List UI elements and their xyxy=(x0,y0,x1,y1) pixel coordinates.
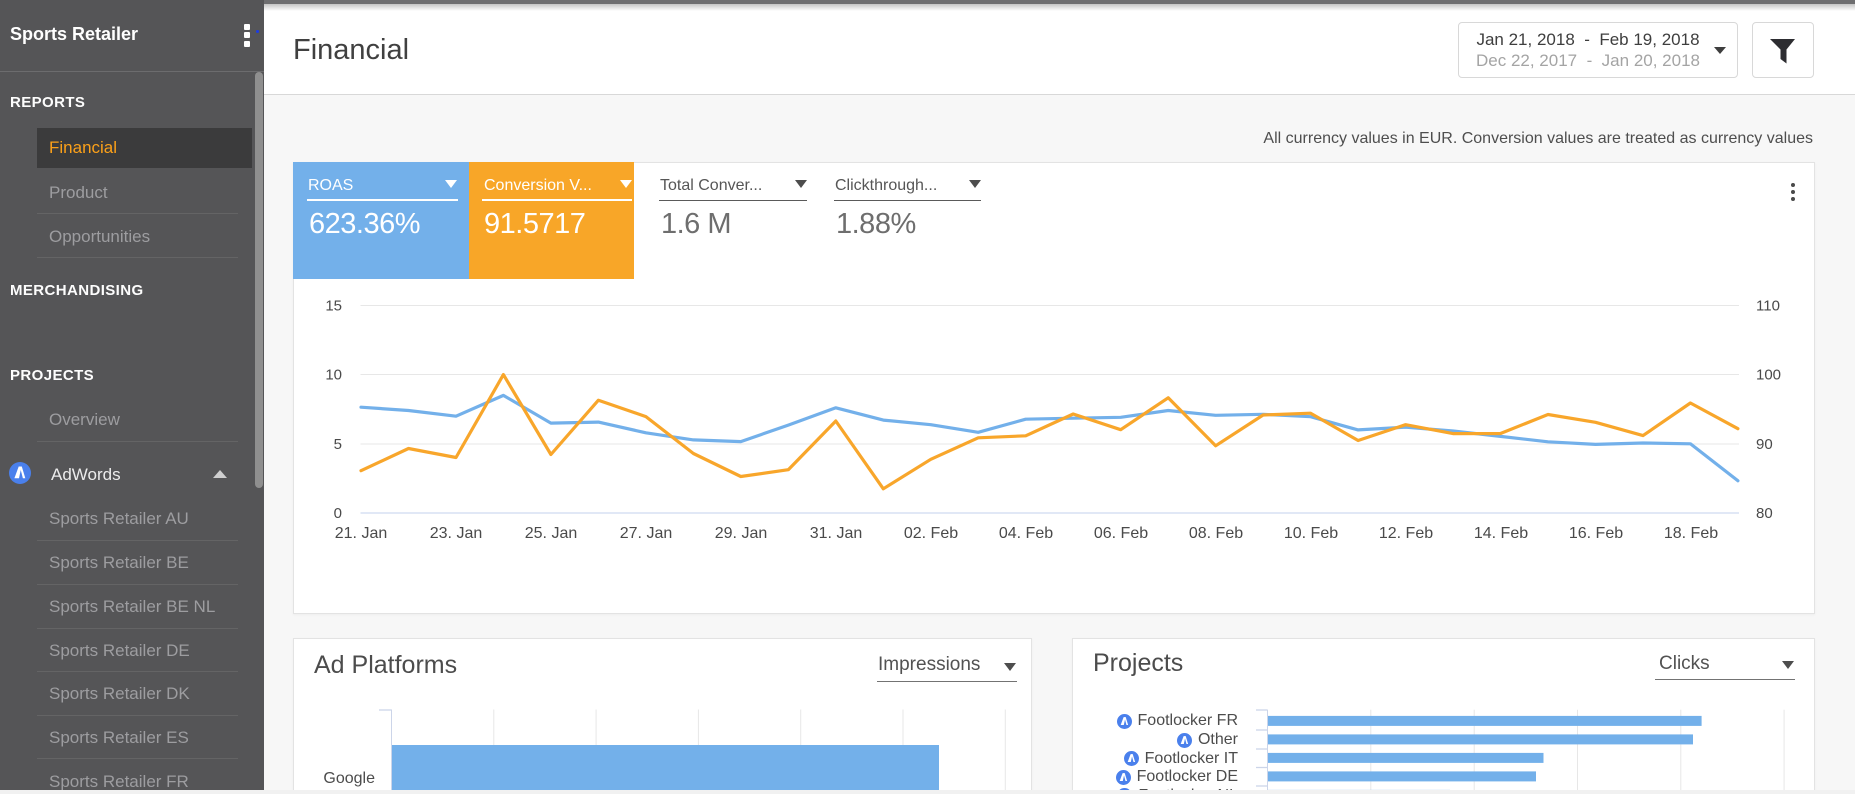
svg-text:18. Feb: 18. Feb xyxy=(1664,525,1718,542)
svg-text:02. Feb: 02. Feb xyxy=(904,525,958,542)
svg-text:29. Jan: 29. Jan xyxy=(715,525,767,542)
svg-text:100: 100 xyxy=(1756,367,1781,384)
svg-text:06. Feb: 06. Feb xyxy=(1094,525,1148,542)
svg-text:110: 110 xyxy=(1756,298,1780,315)
svg-text:0: 0 xyxy=(334,505,342,522)
svg-text:80: 80 xyxy=(1756,505,1773,522)
svg-text:16. Feb: 16. Feb xyxy=(1569,525,1623,542)
svg-text:10: 10 xyxy=(325,367,342,384)
svg-text:Google: Google xyxy=(323,770,375,787)
svg-text:08. Feb: 08. Feb xyxy=(1189,525,1243,542)
svg-text:14. Feb: 14. Feb xyxy=(1474,525,1528,542)
svg-text:23. Jan: 23. Jan xyxy=(430,525,482,542)
svg-text:25. Jan: 25. Jan xyxy=(525,525,577,542)
svg-text:10. Feb: 10. Feb xyxy=(1284,525,1338,542)
svg-text:04. Feb: 04. Feb xyxy=(999,525,1053,542)
svg-text:5: 5 xyxy=(334,436,342,453)
svg-text:15: 15 xyxy=(325,298,342,315)
svg-text:31. Jan: 31. Jan xyxy=(810,525,862,542)
svg-text:12. Feb: 12. Feb xyxy=(1379,525,1433,542)
svg-text:90: 90 xyxy=(1756,436,1773,453)
svg-text:21. Jan: 21. Jan xyxy=(335,525,387,542)
svg-text:27. Jan: 27. Jan xyxy=(620,525,672,542)
